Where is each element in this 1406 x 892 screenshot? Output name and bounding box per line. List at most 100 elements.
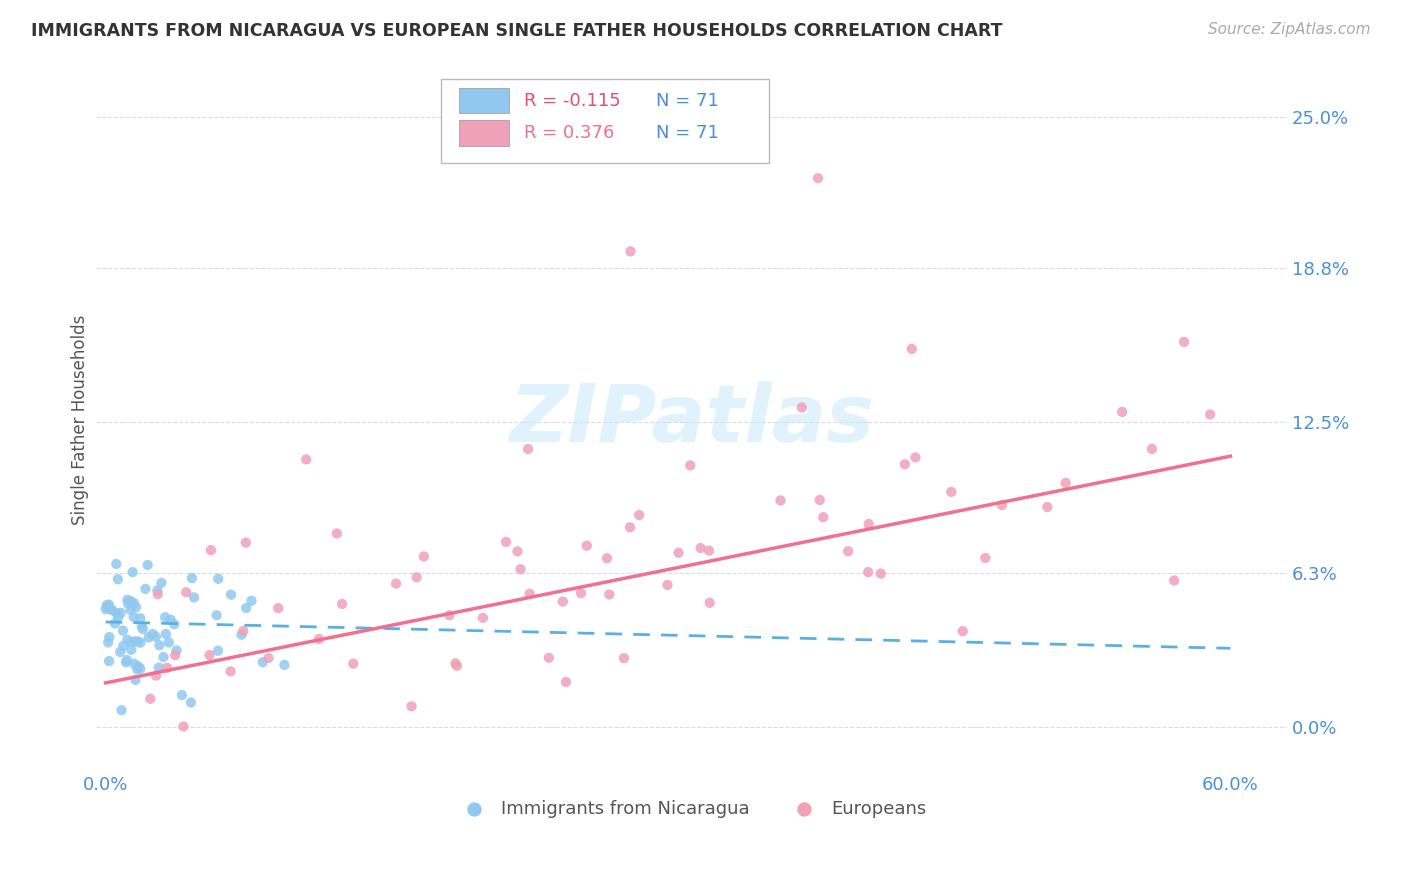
Point <box>858 517 880 532</box>
Point <box>952 624 974 639</box>
Point <box>142 627 165 641</box>
Point <box>1111 405 1133 419</box>
Point <box>94 602 117 616</box>
Point <box>110 703 132 717</box>
FancyBboxPatch shape <box>460 88 509 113</box>
Point <box>471 611 494 625</box>
Y-axis label: Single Father Households: Single Father Households <box>72 314 89 524</box>
Point <box>856 565 879 579</box>
Point <box>207 644 229 658</box>
Point <box>769 493 792 508</box>
Point <box>127 634 149 648</box>
Point <box>146 587 169 601</box>
Text: N = 71: N = 71 <box>655 124 718 142</box>
Point <box>506 544 529 558</box>
Point <box>110 606 132 620</box>
Point <box>598 587 620 601</box>
Point <box>941 484 963 499</box>
Legend: Immigrants from Nicaragua, Europeans: Immigrants from Nicaragua, Europeans <box>449 792 934 825</box>
Point <box>111 624 134 638</box>
Point <box>104 616 127 631</box>
Point <box>124 634 146 648</box>
Point <box>117 632 139 647</box>
Point <box>439 608 461 623</box>
Text: IMMIGRANTS FROM NICARAGUA VS EUROPEAN SINGLE FATHER HOUSEHOLDS CORRELATION CHART: IMMIGRANTS FROM NICARAGUA VS EUROPEAN SI… <box>31 22 1002 40</box>
Point <box>166 643 188 657</box>
Point <box>974 551 997 566</box>
Point <box>148 661 170 675</box>
Point <box>790 401 813 415</box>
Point <box>991 498 1014 512</box>
Point <box>157 635 180 649</box>
Point <box>619 520 641 534</box>
Point <box>446 658 468 673</box>
Point <box>231 628 253 642</box>
Point <box>1036 500 1059 514</box>
Point <box>596 551 619 566</box>
Point <box>405 570 427 584</box>
Point <box>401 699 423 714</box>
Point <box>837 544 859 558</box>
Point <box>174 585 197 599</box>
Point <box>240 594 263 608</box>
Point <box>159 613 181 627</box>
Point <box>1140 442 1163 456</box>
Point <box>145 630 167 644</box>
Point <box>131 620 153 634</box>
Point <box>807 171 830 186</box>
Point <box>156 661 179 675</box>
Point <box>295 452 318 467</box>
Point <box>1199 408 1222 422</box>
Point <box>105 607 128 621</box>
Point <box>122 596 145 610</box>
Point <box>235 601 257 615</box>
Point <box>385 576 408 591</box>
Point <box>412 549 434 564</box>
Point <box>342 657 364 671</box>
Point <box>537 650 560 665</box>
Point <box>129 611 152 625</box>
Point <box>180 571 202 585</box>
Text: Source: ZipAtlas.com: Source: ZipAtlas.com <box>1208 22 1371 37</box>
Point <box>679 458 702 473</box>
Point <box>495 535 517 549</box>
Point <box>551 594 574 608</box>
Point <box>132 622 155 636</box>
Point <box>207 572 229 586</box>
Point <box>152 650 174 665</box>
Point <box>517 442 540 456</box>
FancyBboxPatch shape <box>460 120 509 145</box>
Point <box>444 657 467 671</box>
Point <box>138 631 160 645</box>
FancyBboxPatch shape <box>441 79 769 163</box>
Point <box>98 602 121 616</box>
Point <box>900 342 922 356</box>
Point <box>134 582 156 596</box>
Point <box>699 596 721 610</box>
Point <box>180 696 202 710</box>
Point <box>115 653 138 667</box>
Point <box>112 639 135 653</box>
Point <box>689 541 711 555</box>
Point <box>613 651 636 665</box>
Point <box>122 610 145 624</box>
Point <box>205 608 228 623</box>
Point <box>198 648 221 662</box>
Point <box>98 654 121 668</box>
Point <box>121 635 143 649</box>
Point <box>267 601 290 615</box>
Point <box>219 665 242 679</box>
Point <box>96 598 118 612</box>
Point <box>1163 574 1185 588</box>
Point <box>657 578 679 592</box>
Point <box>115 655 138 669</box>
Point <box>145 668 167 682</box>
Point <box>170 688 193 702</box>
Point <box>97 598 120 612</box>
Point <box>869 566 891 581</box>
Point <box>107 572 129 586</box>
Point <box>127 659 149 673</box>
Point <box>257 651 280 665</box>
Point <box>232 624 254 638</box>
Point <box>125 600 148 615</box>
